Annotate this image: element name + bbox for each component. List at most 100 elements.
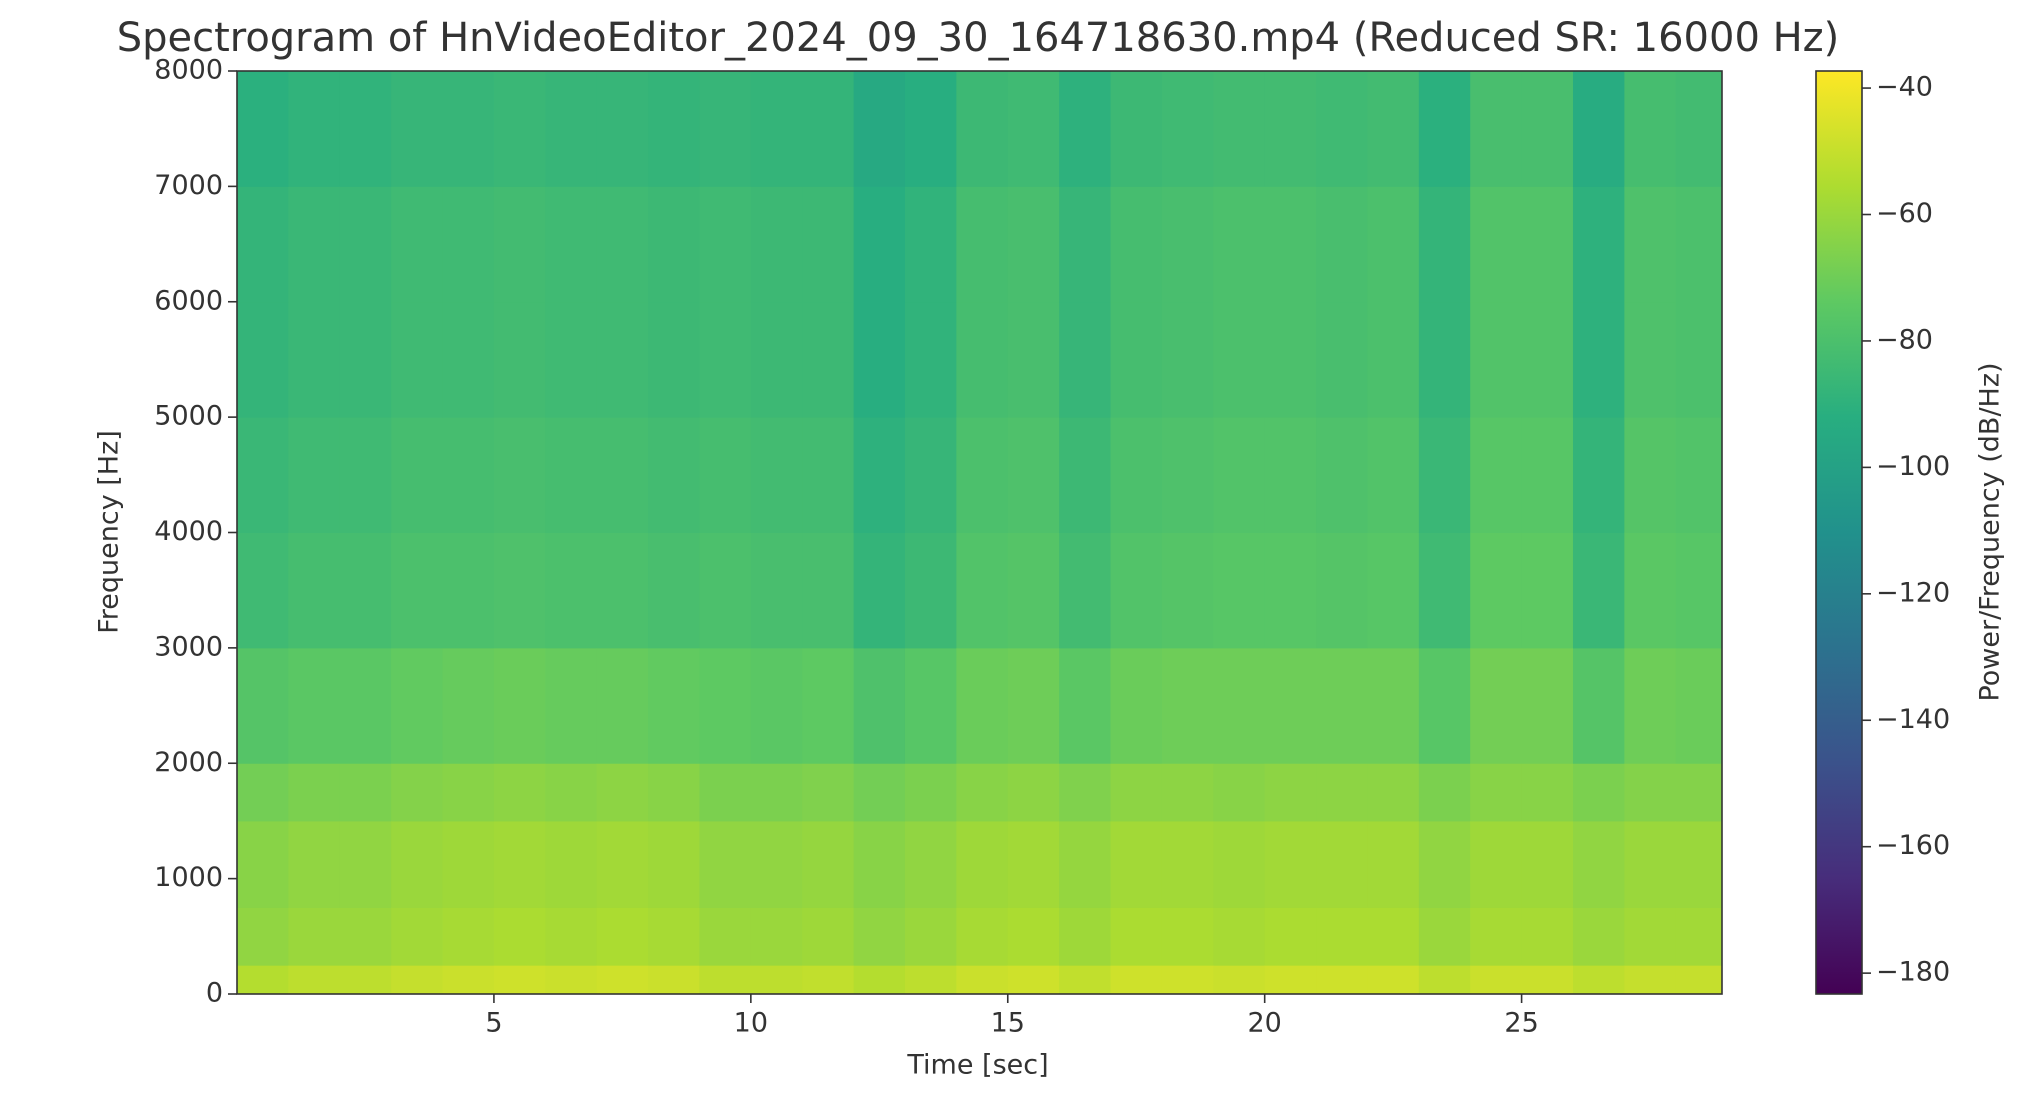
spectrogram-cell <box>1059 301 1112 418</box>
spectrogram-cell <box>493 186 546 303</box>
spectrogram-cell <box>699 647 752 764</box>
spectrogram-cell <box>648 820 700 908</box>
spectrogram-cell <box>1418 965 1471 995</box>
y-tick-label: 7000 <box>154 170 223 201</box>
colorbar-tick-label: −40 <box>1876 72 1933 103</box>
spectrogram-cell <box>1572 417 1625 533</box>
spectrogram-cell <box>442 965 495 995</box>
y-tick-label: 0 <box>206 978 223 1009</box>
spectrogram-cell <box>545 647 598 764</box>
x-tick-label: 10 <box>734 1008 768 1039</box>
spectrogram-cell <box>339 71 392 187</box>
spectrogram-cell <box>956 71 1009 187</box>
spectrogram-cell <box>493 965 546 995</box>
spectrogram-cell <box>339 417 392 533</box>
spectrogram-cell <box>237 301 289 418</box>
spectrogram-cell <box>596 186 649 303</box>
spectrogram-cell <box>1110 647 1163 764</box>
spectrogram-cell <box>1007 763 1060 822</box>
spectrogram-cell <box>596 301 649 418</box>
y-tick-label: 5000 <box>154 401 223 432</box>
spectrogram-cell <box>1213 301 1266 418</box>
spectrogram-cell <box>1675 763 1723 822</box>
spectrogram-cell <box>1521 647 1574 764</box>
spectrogram-cell <box>493 532 546 649</box>
spectrogram-cell <box>1161 763 1214 822</box>
spectrogram-cell <box>750 301 803 418</box>
spectrogram-cell <box>288 71 341 187</box>
spectrogram-cell <box>493 907 546 966</box>
spectrogram-cell <box>1675 301 1723 418</box>
y-tick-label: 1000 <box>154 862 223 893</box>
spectrogram-cell <box>699 186 752 303</box>
spectrogram-cell <box>391 647 444 764</box>
spectrogram-cell <box>442 417 495 533</box>
spectrogram-cell <box>1264 965 1317 995</box>
spectrogram-cell <box>237 647 289 764</box>
spectrogram-cell <box>802 71 855 187</box>
spectrogram-cell <box>1675 71 1723 187</box>
colorbar-tick-label: −100 <box>1876 451 1950 482</box>
spectrogram-cell <box>1161 186 1214 303</box>
spectrogram-cell <box>596 71 649 187</box>
spectrogram-cell <box>1007 532 1060 649</box>
spectrogram-cell <box>802 186 855 303</box>
spectrogram-cell <box>1161 647 1214 764</box>
spectrogram-cell <box>1007 71 1060 187</box>
spectrogram-cell <box>1264 763 1317 822</box>
spectrogram-cell <box>1007 907 1060 966</box>
spectrogram-cell <box>237 186 289 303</box>
spectrogram-cell <box>1213 907 1266 966</box>
spectrogram-cell <box>1110 965 1163 995</box>
x-tick-label: 25 <box>1504 1008 1538 1039</box>
spectrogram-cell <box>1418 763 1471 822</box>
spectrogram-cell <box>288 301 341 418</box>
spectrogram-cell <box>956 532 1009 649</box>
x-tick-label: 20 <box>1248 1008 1282 1039</box>
y-tick-label: 8000 <box>154 55 223 86</box>
spectrogram-cell <box>442 820 495 908</box>
spectrogram-cell <box>802 647 855 764</box>
spectrogram-cell <box>904 532 957 649</box>
spectrogram-cell <box>1624 186 1677 303</box>
spectrogram-cell <box>1418 186 1471 303</box>
spectrogram-cell <box>1624 763 1677 822</box>
spectrogram-cell <box>1470 820 1523 908</box>
spectrogram-cell <box>904 907 957 966</box>
spectrogram-cell <box>288 186 341 303</box>
spectrogram-cell <box>648 71 700 187</box>
spectrogram-cell <box>1007 186 1060 303</box>
colorbar <box>1815 70 1863 995</box>
y-tick-label: 4000 <box>154 516 223 547</box>
spectrogram-cell <box>853 965 906 995</box>
spectrogram-cell <box>1161 417 1214 533</box>
spectrogram-cell <box>750 763 803 822</box>
spectrogram-cell <box>699 301 752 418</box>
spectrogram-cell <box>1675 907 1723 966</box>
spectrogram-cell <box>750 186 803 303</box>
spectrogram-cell <box>1470 532 1523 649</box>
spectrogram-cell <box>802 965 855 995</box>
spectrogram-cell <box>1675 532 1723 649</box>
spectrogram-cell <box>1418 417 1471 533</box>
spectrogram-cell <box>1316 907 1368 966</box>
spectrogram-cell <box>904 301 957 418</box>
spectrogram-cell <box>1059 907 1112 966</box>
spectrogram-cell <box>339 820 392 908</box>
spectrogram-cell <box>1059 820 1112 908</box>
spectrogram-cell <box>648 965 700 995</box>
spectrogram-cell <box>545 71 598 187</box>
colorbar-tick-label: −160 <box>1876 830 1950 861</box>
spectrogram-cell <box>904 820 957 908</box>
spectrogram-cell <box>1675 820 1723 908</box>
spectrogram-cell <box>1161 907 1214 966</box>
spectrogram-cell <box>1213 71 1266 187</box>
spectrogram-cell <box>1418 532 1471 649</box>
spectrogram-cell <box>1316 647 1368 764</box>
spectrogram-cell <box>237 417 289 533</box>
spectrogram-cell <box>1418 71 1471 187</box>
spectrogram-cell <box>956 820 1009 908</box>
spectrogram-cell <box>648 186 700 303</box>
spectrogram-cell <box>1572 965 1625 995</box>
